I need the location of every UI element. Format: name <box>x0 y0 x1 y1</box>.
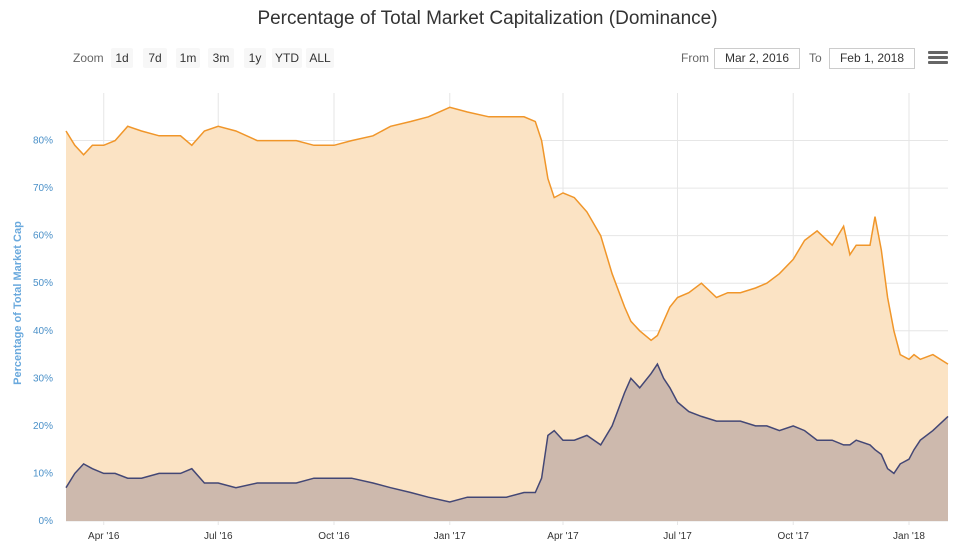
menu-bar <box>928 56 948 59</box>
y-tick-label: 0% <box>39 516 54 527</box>
zoom-1y-button[interactable]: 1y <box>244 48 266 68</box>
zoom-3m-button[interactable]: 3m <box>208 48 234 68</box>
series-2-area <box>66 364 948 521</box>
y-tick-label: 10% <box>33 468 53 479</box>
to-date-input[interactable]: Feb 1, 2018 <box>829 48 915 69</box>
y-axis-label: Percentage of Total Market Cap <box>12 221 24 385</box>
chart-title: Percentage of Total Market Capitalizatio… <box>257 8 718 29</box>
zoom-7d-button[interactable]: 7d <box>143 48 167 68</box>
zoom-1d-button[interactable]: 1d <box>111 48 133 68</box>
x-tick-label: Jan '18 <box>893 531 925 542</box>
x-tick-label: Oct '17 <box>778 531 810 542</box>
zoom-ytd-button[interactable]: YTD <box>272 48 302 68</box>
y-axis-ticks: 0% 10% 20% 30% 40% 50% 60% 70% 80% <box>33 136 53 527</box>
from-label: From <box>681 51 709 65</box>
y-tick-label: 30% <box>33 373 53 384</box>
zoom-label: Zoom <box>73 51 104 65</box>
x-tick-label: Apr '17 <box>547 531 579 542</box>
x-tick-label: Jan '17 <box>434 531 466 542</box>
x-tick-label: Apr '16 <box>88 531 120 542</box>
x-tick-label: Jul '17 <box>663 531 692 542</box>
y-tick-label: 50% <box>33 278 53 289</box>
menu-bar <box>928 61 948 64</box>
from-date-input[interactable]: Mar 2, 2016 <box>714 48 800 69</box>
x-tick-label: Jul '16 <box>204 531 233 542</box>
zoom-all-button[interactable]: ALL <box>306 48 334 68</box>
series-1-line <box>65 106 949 365</box>
to-label: To <box>809 51 822 65</box>
series-1-area <box>66 107 948 522</box>
zoom-1m-button[interactable]: 1m <box>176 48 200 68</box>
y-tick-label: 60% <box>33 231 53 242</box>
hamburger-menu-icon[interactable] <box>928 51 948 67</box>
x-axis-ticks: Apr '16 Jul '16 Oct '16 Jan '17 Apr '17 Jul '… <box>88 531 925 542</box>
x-tick-label: Oct '16 <box>318 531 350 542</box>
y-tick-label: 20% <box>33 421 53 432</box>
y-tick-label: 70% <box>33 183 53 194</box>
y-tick-label: 80% <box>33 136 53 147</box>
y-tick-label: 40% <box>33 326 53 337</box>
menu-bar <box>928 51 948 54</box>
series-2-line <box>65 362 949 503</box>
